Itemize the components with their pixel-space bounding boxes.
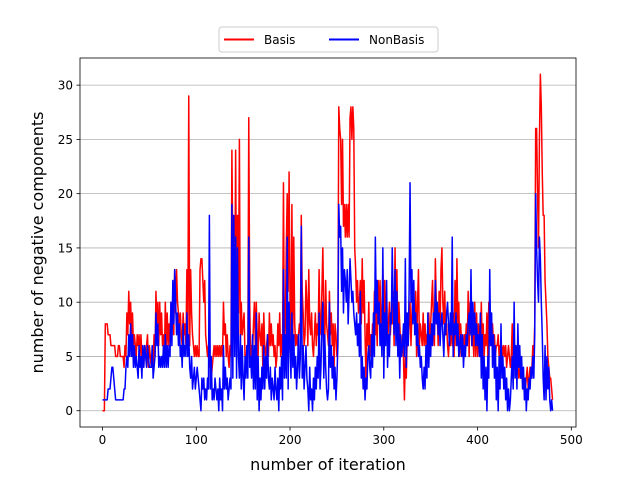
y-tick-label-25: 25 [58,133,73,147]
series-lines [102,73,554,412]
y-tick-label-20: 20 [58,187,73,201]
x-tick-label-100: 100 [185,433,208,447]
legend-label-basis: Basis [264,33,295,47]
y-axis-label: number of negative components [28,112,47,374]
x-tick-label-200: 200 [279,433,302,447]
x-tick-label-0: 0 [99,433,107,447]
y-tick-label-5: 5 [65,350,73,364]
legend: Basis NonBasis [218,26,439,53]
x-tick-label-300: 300 [372,433,395,447]
series-line-nonbasis [102,182,554,412]
y-axis-ticks: 0 5 10 15 20 25 30 [58,79,80,418]
y-tick-label-10: 10 [58,296,73,310]
x-tick-label-500: 500 [560,433,583,447]
plot-area-frame [79,57,577,428]
x-axis-label: number of iteration [250,455,406,474]
x-axis-ticks: 0 100 200 300 400 500 [99,427,583,447]
legend-box [218,26,439,53]
legend-label-nonbasis: NonBasis [369,33,424,47]
x-tick-label-400: 400 [466,433,489,447]
y-tick-label-0: 0 [65,404,73,418]
y-tick-label-30: 30 [58,79,73,93]
y-tick-label-15: 15 [58,241,73,255]
